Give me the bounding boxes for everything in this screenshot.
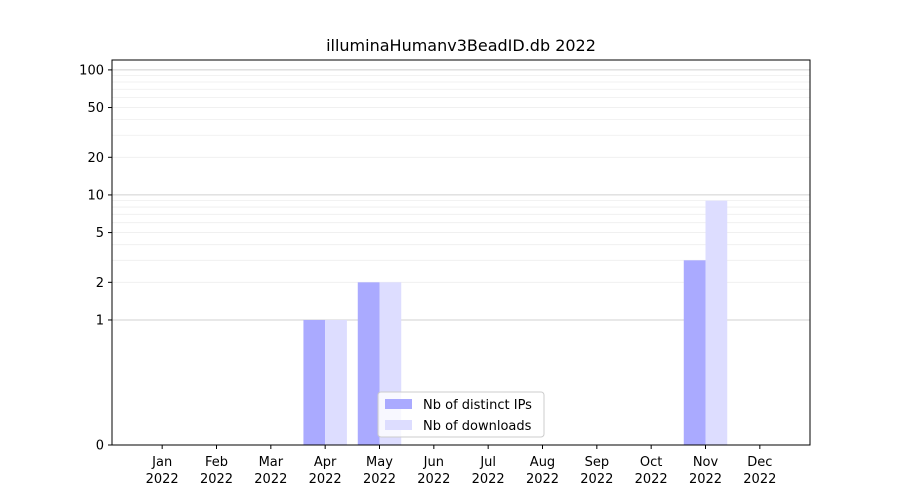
x-tick-label-month: Jul <box>479 455 496 470</box>
legend: Nb of distinct IPs Nb of downloads <box>377 391 545 438</box>
x-tick-label-month: Jun <box>423 455 444 470</box>
x-tick-label-month: Feb <box>205 455 228 470</box>
y-axis: 0 1 2 5 10 20 50 100 <box>79 63 112 454</box>
legend-label: Nb of downloads <box>423 419 532 434</box>
bar-distinct-ips <box>357 282 380 445</box>
x-tick-label-month: Oct <box>640 455 662 470</box>
x-tick-label-year: 2022 <box>309 472 342 487</box>
x-tick-label-year: 2022 <box>580 472 613 487</box>
x-tick-label-year: 2022 <box>146 472 179 487</box>
x-tick-label-month: Nov <box>693 455 719 470</box>
bar-distinct-ips <box>683 260 706 445</box>
grid <box>112 69 810 321</box>
x-tick-label-month: Aug <box>530 455 555 470</box>
bar-downloads <box>325 319 347 445</box>
bar-distinct-ips <box>303 319 326 445</box>
x-tick-label-year: 2022 <box>200 472 233 487</box>
y-tick-label: 20 <box>87 151 104 166</box>
x-tick-label-year: 2022 <box>472 472 505 487</box>
legend-swatch <box>385 420 412 430</box>
x-tick-label-month: Sep <box>585 455 610 470</box>
y-tick-label: 5 <box>96 226 104 241</box>
x-tick-label-year: 2022 <box>689 472 722 487</box>
y-tick-label: 100 <box>79 63 104 78</box>
y-tick-label: 0 <box>96 439 104 454</box>
legend-label: Nb of distinct IPs <box>423 398 532 413</box>
x-tick-label-year: 2022 <box>254 472 287 487</box>
x-tick-label-month: Dec <box>747 455 772 470</box>
legend-box <box>377 391 545 438</box>
x-tick-label-month: Mar <box>259 455 284 470</box>
x-tick-label-year: 2022 <box>417 472 450 487</box>
x-tick-label-year: 2022 <box>526 472 559 487</box>
bar-downloads <box>705 200 728 445</box>
x-tick-label-month: Apr <box>314 455 337 470</box>
y-tick-label: 50 <box>87 101 104 116</box>
x-tick-label-year: 2022 <box>363 472 396 487</box>
y-tick-label: 10 <box>87 188 104 203</box>
x-tick-label-year: 2022 <box>743 472 776 487</box>
x-tick-label-year: 2022 <box>635 472 668 487</box>
y-tick-label: 2 <box>96 276 104 291</box>
x-tick-label-month: Jan <box>151 455 172 470</box>
plot-frame <box>111 59 811 446</box>
bars <box>303 200 728 445</box>
legend-swatch <box>385 399 412 409</box>
y-tick-label: 1 <box>96 313 104 328</box>
x-axis: Jan 2022 Feb 2022 Mar 2022 Apr 2022 May 2022 Jun 20… <box>146 445 776 487</box>
chart-title: illuminaHumanv3BeadID.db 2022 <box>326 36 596 55</box>
x-tick-label-month: May <box>366 455 393 470</box>
